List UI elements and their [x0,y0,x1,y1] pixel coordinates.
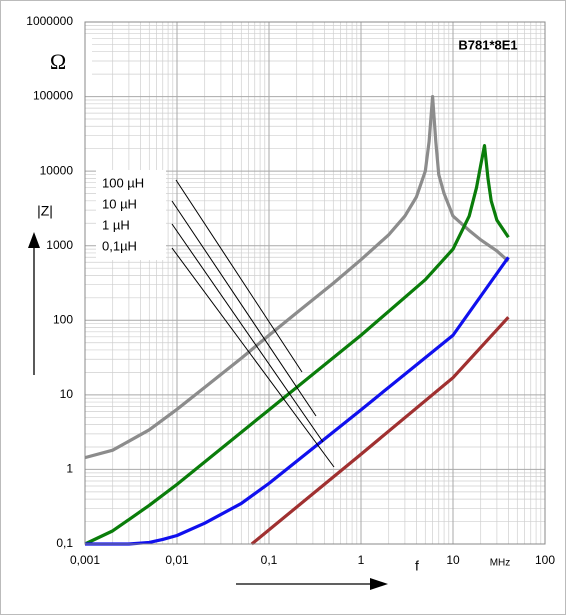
leader-lines [171,179,335,468]
series [84,94,510,546]
x-axis-label: f [415,558,419,574]
y-axis-label: |Z| [37,203,53,219]
x-arrow [236,578,388,590]
y-tick-label: 1000 [46,238,73,252]
x-unit: MHz [490,558,511,569]
leader-line [175,179,303,373]
x-tick-label: 10 [446,553,460,567]
series-line [84,144,510,546]
arrow-head [28,232,40,248]
plot-frame [84,21,546,545]
legend-label: 1 µH [102,217,130,232]
x-tick-label: 100 [535,553,555,567]
y-tick-label: 1 [66,462,73,476]
x-tick-label: 0,001 [70,553,100,567]
y-tick-label: 1000000 [26,14,73,28]
leader-line [171,223,324,443]
chart-title: B781*8E1 [458,37,517,52]
series-line [84,94,510,460]
arrow-head [370,578,388,590]
leader-line [171,247,335,468]
unit-label: Ω [50,49,66,74]
legend-box [96,170,166,260]
series-line [85,256,510,546]
y-arrow [28,232,40,375]
leader-line [171,200,317,417]
legend-label: 10 µH [102,196,137,211]
y-tick-label: 100 [53,312,73,326]
y-tick-label: 10000 [40,163,74,177]
y-tick-label: 0,1 [56,536,73,550]
legend-label: 0,1µH [102,238,137,253]
y-tick-label: 10 [60,387,74,401]
legend-label: 100 µH [102,175,144,190]
x-tick-label: 0,1 [261,553,278,567]
series-line [250,316,510,546]
x-tick-label: 1 [358,553,365,567]
x-tick-label: 0,01 [165,553,189,567]
y-tick-label: 100000 [33,89,73,103]
unit-box [30,38,92,96]
